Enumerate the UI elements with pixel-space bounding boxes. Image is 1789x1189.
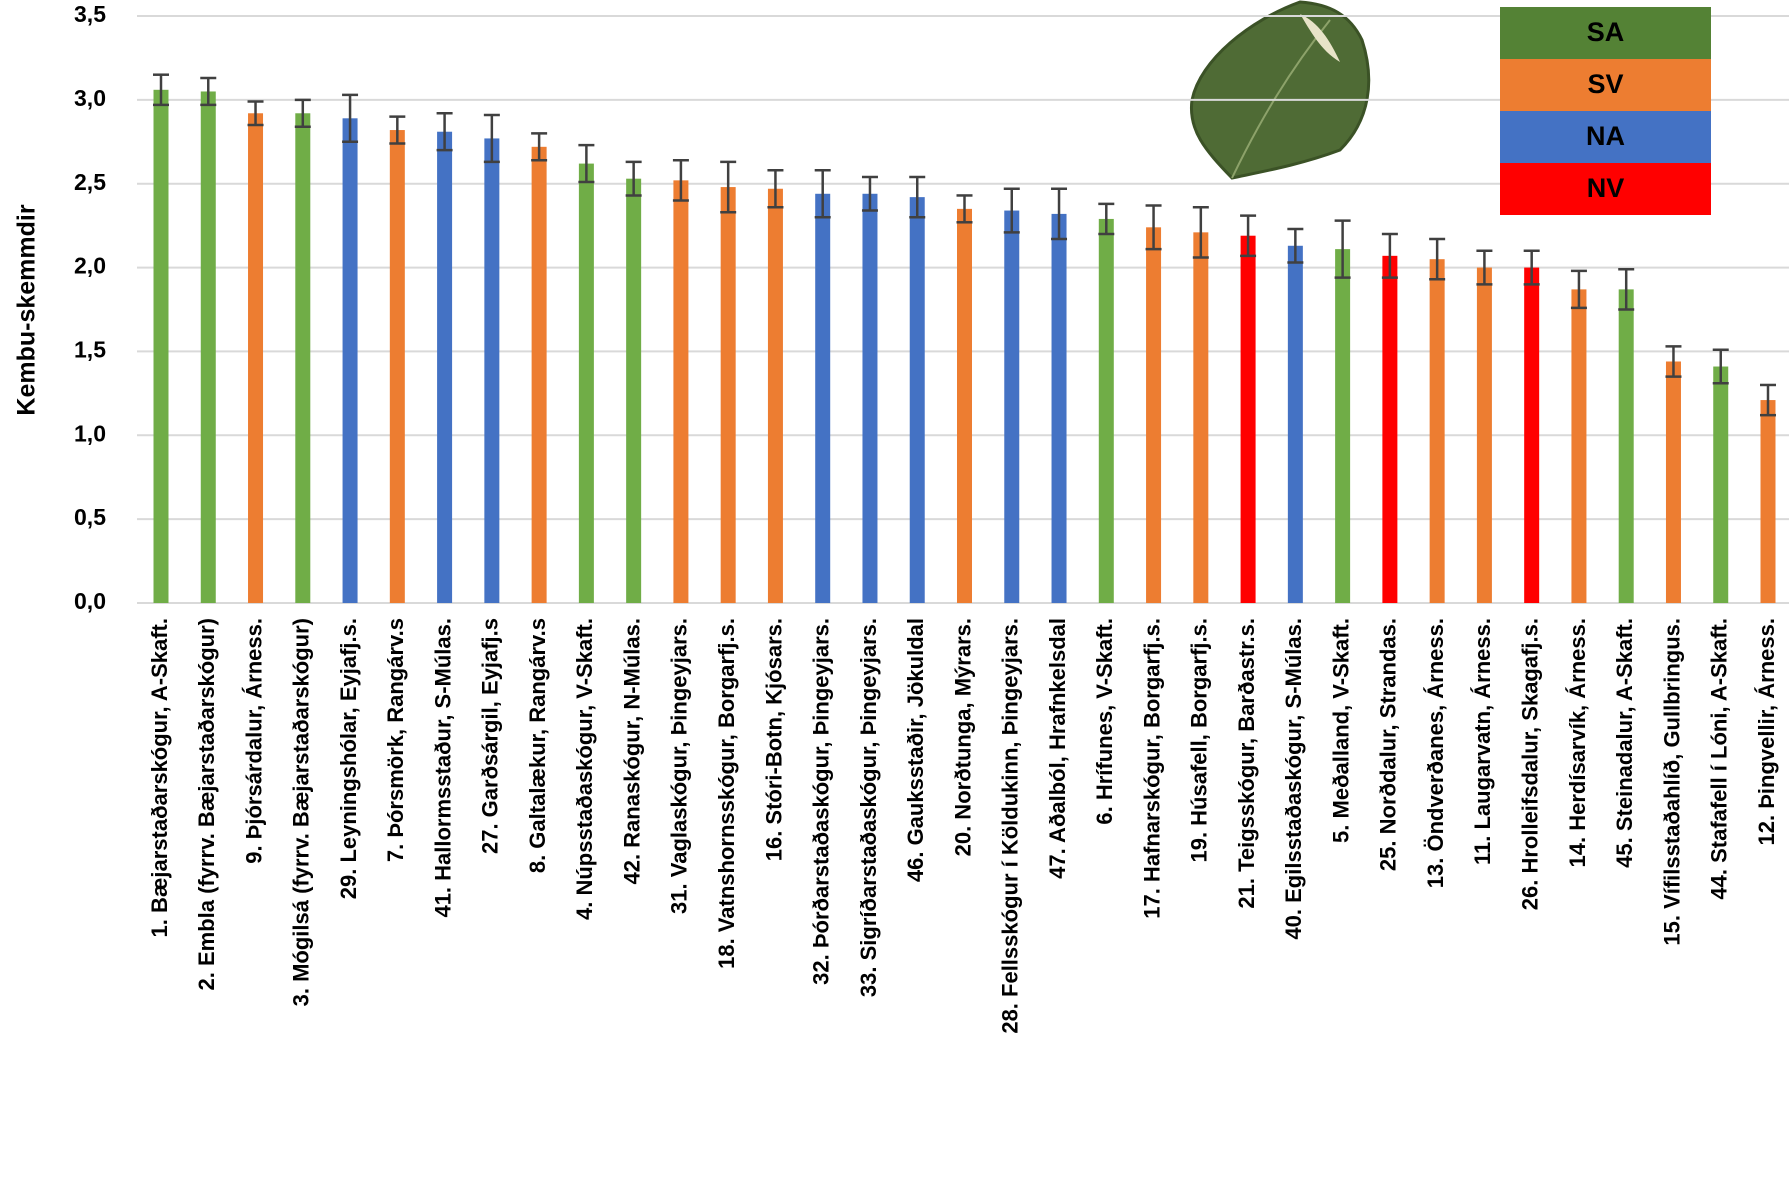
leaf-picture <box>1189 0 1371 180</box>
legend-swatch <box>1500 111 1711 163</box>
x-tick-label: 18. Vatnshornsskógur, Borgarfj.s. <box>714 618 739 969</box>
y-tick-label: 0,5 <box>74 504 106 530</box>
legend-label: NA <box>1586 121 1625 151</box>
x-tick-label: 31. Vaglaskógur, Þingeyjars. <box>667 618 692 914</box>
bar <box>1146 227 1162 603</box>
bar <box>673 180 689 604</box>
bar <box>531 146 547 603</box>
bar <box>295 113 311 603</box>
bar <box>626 178 642 603</box>
y-tick-label: 3,0 <box>74 85 106 111</box>
bar <box>862 193 878 603</box>
x-tick-label: 7. Þórsmörk, Rangárv.s <box>383 618 408 862</box>
legend-swatch <box>1500 163 1711 215</box>
bar <box>200 91 216 603</box>
y-tick-label: 1,5 <box>74 337 106 363</box>
x-tick-label: 15. Vífilsstaðahlíð, Gullbringus. <box>1659 618 1684 946</box>
bar <box>248 113 264 603</box>
x-tick-label: 45. Steinadalur, A-Skaft. <box>1612 618 1637 868</box>
bar <box>1098 218 1114 604</box>
bar <box>389 130 405 603</box>
y-tick-label: 0,0 <box>74 588 106 614</box>
bar <box>1665 361 1681 603</box>
bar <box>1193 232 1209 603</box>
bar <box>767 188 783 603</box>
x-tick-label: 6. Hrífunes, V-Skaft. <box>1092 618 1117 825</box>
legend-label: SA <box>1587 17 1625 47</box>
x-tick-label: 16. Stóri-Botn, Kjósars. <box>761 618 786 861</box>
bar <box>342 118 358 603</box>
x-tick-label: 21. Teigsskógur, Barðastr.s. <box>1234 618 1259 909</box>
bar <box>484 138 500 603</box>
x-tick-label: 2. Embla (fyrrv. Bæjarstaðarskógur) <box>194 618 219 991</box>
x-tick-label: 33. Sigríðarstaðaskógur, Þingeyjars. <box>856 618 881 997</box>
y-tick-label: 3,5 <box>74 1 106 27</box>
bar <box>909 197 925 604</box>
bar <box>720 187 736 603</box>
bar <box>1524 267 1540 603</box>
x-tick-label: 27. Garðsárgil, Eyjafj.s <box>478 618 503 854</box>
x-tick-label: 12. Þingvellir, Árness. <box>1754 618 1779 845</box>
bar <box>1571 289 1587 603</box>
legend-label: NV <box>1587 173 1625 203</box>
legend-swatch <box>1500 59 1711 111</box>
x-tick-label: 19. Húsafell, Borgarfj.s. <box>1187 618 1212 863</box>
bar <box>1287 245 1303 604</box>
legend-label: SV <box>1587 69 1623 99</box>
x-tick-label: 42. Ranaskógur, N-Múlas. <box>619 618 644 885</box>
x-tick-label: 5. Meðalland, V-Skaft. <box>1328 618 1353 843</box>
x-tick-label: 47. Aðalból, Hrafnkelsdal <box>1045 618 1070 879</box>
bar <box>1051 213 1067 603</box>
y-axis-label: Kembu-skemmdir <box>13 204 41 415</box>
bar <box>578 163 594 604</box>
bar <box>437 131 453 604</box>
x-tick-label: 1. Bæjarstaðarskógur, A-Skaft. <box>147 618 172 938</box>
x-tick-label: 17. Hafnarskógur, Borgarfj.s. <box>1139 618 1164 919</box>
bar <box>153 89 169 603</box>
x-tick-label: 41. Hallormsstaður, S-Múlas. <box>430 618 455 918</box>
bar <box>957 208 972 603</box>
bar <box>1004 210 1020 603</box>
bar <box>1476 267 1492 603</box>
y-tick-label: 2,5 <box>74 169 106 195</box>
x-tick-label: 3. Mógilsá (fyrrv. Bæjarstaðarskógur) <box>289 618 314 1006</box>
x-tick-label: 25. Norðdalur, Strandas. <box>1376 618 1401 871</box>
legend-swatch <box>1500 7 1711 59</box>
y-tick-label: 2,0 <box>74 253 106 279</box>
bar <box>1240 235 1256 603</box>
bar <box>1429 259 1445 603</box>
x-tick-label: 8. Galtalækur, Rangárv.s <box>525 618 550 873</box>
x-tick-label: 4. Núpsstaðaskógur, V-Skaft. <box>572 618 597 920</box>
bar <box>1335 249 1351 603</box>
bar <box>815 193 831 603</box>
x-tick-label: 28. Fellsskógur í Köldukinn, Þingeyjars. <box>998 618 1023 1034</box>
x-tick-label: 11. Laugarvatn, Árness. <box>1470 618 1495 865</box>
x-tick-label: 40. Egilsstaðaskógur, S-Múlas. <box>1281 618 1306 940</box>
bar <box>1713 366 1729 603</box>
x-tick-label: 26. Hrolleifsdalur, Skagafj.s. <box>1517 618 1542 910</box>
x-tick-label: 32. Þórðarstaðaskógur, Þingeyjars. <box>809 618 834 985</box>
x-tick-label: 20. Norðtunga, Mýrars. <box>950 618 975 856</box>
x-tick-label: 46. Gauksstaðir, Jökuldal <box>903 618 928 882</box>
x-tick-label: 9. Þjórsárdalur, Árness. <box>241 618 266 864</box>
bar <box>1760 400 1776 603</box>
bar <box>1382 255 1398 603</box>
bar <box>1618 289 1634 603</box>
y-tick-label: 1,0 <box>74 420 106 446</box>
x-tick-label: 44. Stafafell í Lóni, A-Skaft. <box>1707 618 1732 900</box>
x-tick-label: 14. Herdísarvík, Árness. <box>1565 618 1590 867</box>
x-tick-label: 13. Öndverðanes, Árness. <box>1423 618 1448 888</box>
x-tick-label: 29. Leyningshólar, Eyjafj.s. <box>336 618 361 899</box>
